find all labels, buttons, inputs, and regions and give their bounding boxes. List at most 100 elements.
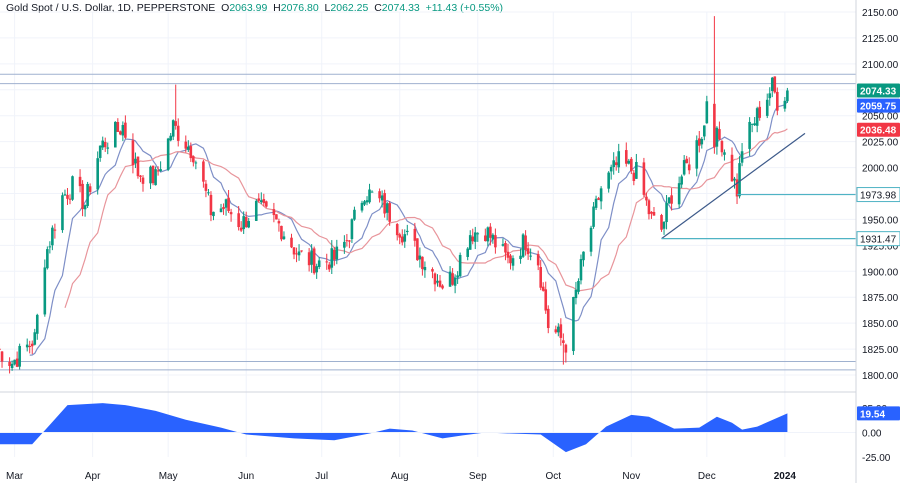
candle-body	[134, 158, 137, 164]
candle-body	[46, 249, 49, 269]
candle-body	[30, 343, 34, 347]
candle	[171, 119, 175, 141]
candle	[174, 84, 178, 130]
candle	[665, 195, 668, 230]
price-axis-tick-label: 1850.00	[862, 319, 899, 330]
candle	[149, 165, 152, 189]
time-axis-tick-label: Jun	[238, 471, 254, 482]
candle	[282, 231, 286, 241]
candle	[486, 226, 490, 247]
candle-body	[700, 138, 704, 145]
candle	[184, 135, 188, 153]
candle-body	[695, 140, 699, 169]
candle	[332, 246, 336, 266]
candle-body	[486, 227, 490, 242]
candle	[521, 233, 525, 258]
candle-body	[647, 200, 651, 215]
price-axis-tick-label: 1950.00	[862, 215, 899, 226]
candle	[350, 218, 354, 243]
candle-body	[325, 261, 329, 263]
candle	[365, 196, 369, 206]
grid-lines	[0, 11, 856, 457]
candle-body	[280, 225, 283, 240]
candle-body	[28, 346, 32, 348]
candle	[25, 338, 29, 352]
candle-body	[257, 198, 261, 201]
candle	[257, 193, 261, 203]
candle-body	[219, 208, 223, 213]
candle-body	[292, 247, 296, 255]
candle	[156, 166, 160, 176]
time-axis-tick-label: Jul	[315, 471, 328, 482]
candle	[400, 229, 404, 246]
candle	[101, 136, 105, 151]
candle-body	[738, 163, 741, 197]
candle-body	[697, 138, 701, 146]
candle	[594, 195, 598, 210]
candle-body	[418, 255, 422, 260]
candle	[81, 180, 84, 217]
candle	[416, 238, 419, 261]
oscillator-value-badge-text: 19.54	[860, 409, 885, 420]
candle-body	[627, 160, 631, 164]
candle-body	[554, 329, 558, 333]
candle	[229, 208, 233, 222]
candle-body	[670, 195, 673, 204]
price-badge-box	[857, 98, 900, 113]
candle	[28, 340, 32, 354]
candle	[647, 198, 651, 220]
candle-body	[176, 125, 180, 141]
candle-body	[171, 120, 175, 137]
candle	[124, 115, 127, 140]
candle-body	[81, 183, 84, 209]
candle	[559, 318, 563, 346]
candle	[544, 281, 548, 314]
candle	[292, 247, 296, 260]
candle	[121, 121, 125, 142]
candle-body	[458, 254, 462, 277]
candle	[776, 87, 779, 116]
candle	[96, 151, 99, 195]
candle-body	[715, 127, 719, 147]
candle	[265, 200, 268, 208]
candle-body	[229, 212, 233, 215]
level-badge-text: 1931.47	[860, 235, 897, 246]
candle	[275, 214, 278, 220]
candle	[209, 191, 213, 222]
candle-body	[282, 236, 286, 240]
candle-body	[536, 254, 540, 266]
candle	[662, 221, 666, 235]
slow-moving-average-line	[64, 128, 788, 308]
candle	[244, 211, 248, 228]
candle	[330, 240, 334, 274]
candle	[15, 351, 19, 368]
candle	[30, 340, 34, 355]
candle	[494, 228, 497, 254]
price-axis-tick-label: 2125.00	[862, 34, 899, 45]
candle-body	[290, 237, 293, 248]
candle	[398, 232, 402, 245]
candle	[68, 194, 72, 205]
candle	[139, 175, 142, 183]
candle-body	[730, 154, 734, 182]
candle	[431, 267, 434, 279]
candle	[451, 268, 454, 286]
candle	[405, 224, 409, 236]
price-axis-tick-label: 2100.00	[862, 60, 899, 71]
candle	[765, 93, 769, 119]
candle	[317, 257, 321, 270]
price-badge: 2059.75	[857, 98, 900, 113]
candle	[687, 157, 691, 175]
candle-body	[557, 326, 560, 333]
candle	[471, 228, 475, 245]
candle-body	[10, 363, 14, 369]
candle	[106, 142, 110, 155]
candle-body	[71, 176, 74, 200]
candle-body	[687, 164, 691, 171]
candle	[219, 203, 223, 213]
candle-body	[154, 169, 157, 186]
candle	[468, 230, 472, 250]
candle	[46, 246, 49, 270]
candle	[272, 202, 276, 223]
